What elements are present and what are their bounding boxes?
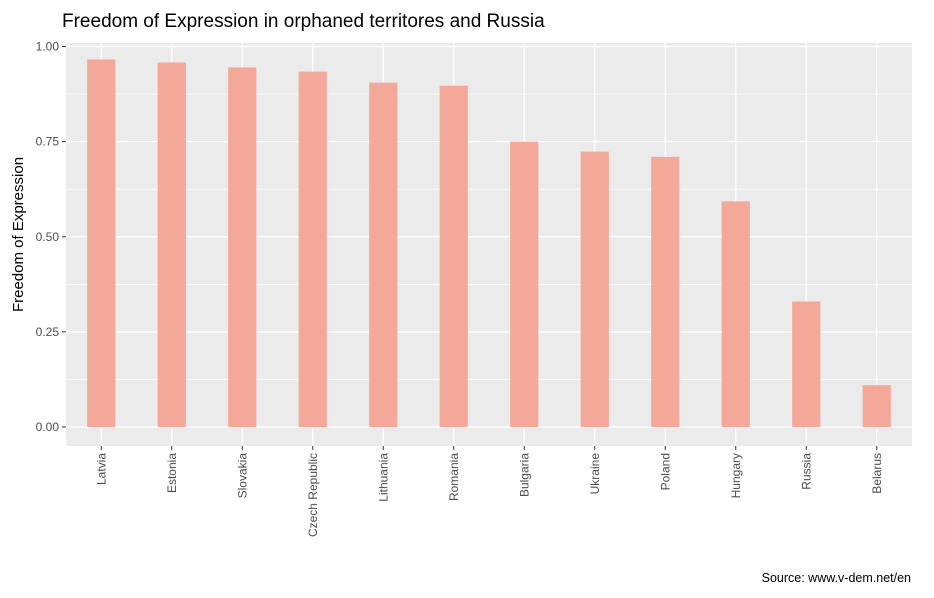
x-tick-label: Bulgaria	[517, 453, 531, 497]
bar-czech-republic	[298, 71, 327, 427]
x-axis: Latvia Estonia Slovakia Czech Republic Lithu…	[94, 446, 884, 537]
x-tick-label: Czech Republic	[306, 453, 320, 537]
plot-panel	[66, 43, 912, 446]
bars	[87, 59, 891, 428]
y-tick-label: 0.00	[36, 420, 60, 434]
y-axis-title: Freedom of Expression	[10, 157, 27, 312]
y-tick-label: 1.00	[36, 40, 60, 54]
x-tick-label: Lithuania	[376, 453, 390, 502]
y-tick-label: 0.25	[36, 325, 60, 339]
x-tick-label: Ukraine	[588, 453, 602, 495]
bar-lithuania	[369, 82, 398, 428]
x-tick-label: Hungary	[729, 453, 743, 498]
bar-latvia	[87, 59, 116, 427]
bar-ukraine	[580, 151, 609, 427]
x-tick-label: Estonia	[165, 453, 179, 493]
x-tick-label: Russia	[799, 453, 813, 490]
bar-estonia	[157, 62, 186, 428]
chart-title: Freedom of Expression in orphaned territ…	[62, 11, 545, 32]
bar-bulgaria	[510, 141, 539, 427]
x-tick-label: Poland	[658, 453, 672, 490]
bar-romania	[439, 85, 468, 427]
y-tick-label: 0.50	[36, 230, 60, 244]
y-tick-label: 0.75	[36, 135, 60, 149]
bar-belarus	[862, 385, 891, 427]
x-tick-label: Latvia	[94, 453, 108, 485]
bar-poland	[651, 156, 680, 427]
x-tick-label: Romania	[447, 453, 461, 501]
y-axis: 0.00 0.25 0.50 0.75 1.00	[36, 40, 66, 434]
bar-slovakia	[228, 67, 257, 428]
bar-hungary	[721, 201, 750, 427]
source-caption: Source: www.v-dem.net/en	[761, 571, 911, 585]
x-tick-label: Belarus	[870, 453, 884, 494]
x-tick-label: Slovakia	[235, 453, 249, 499]
bar-russia	[792, 301, 821, 427]
